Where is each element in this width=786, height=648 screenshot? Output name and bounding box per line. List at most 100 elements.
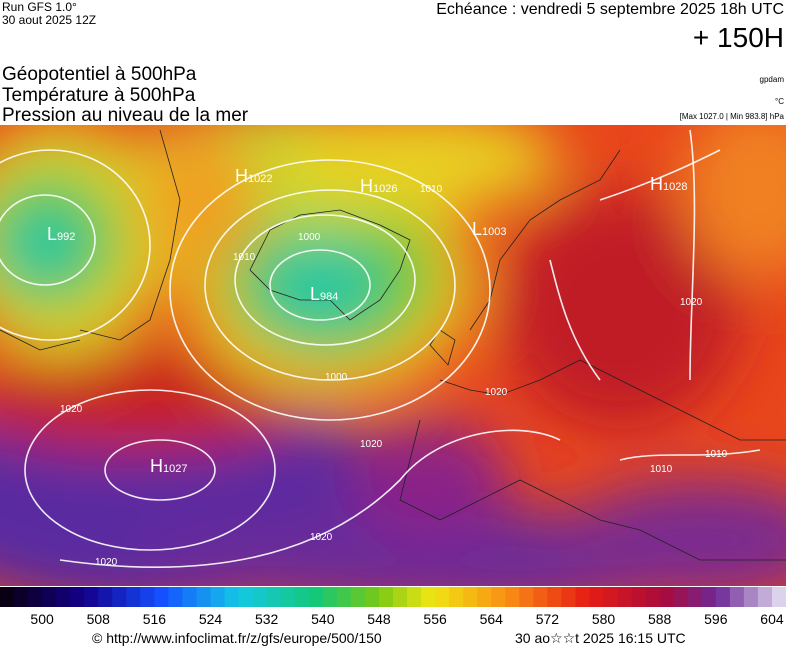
pressure-center: H1026 [360,176,397,196]
colorbar-cell [449,587,464,607]
field-title: Géopotentiel à 500hPa [2,64,197,85]
colorbar-cell [729,587,745,607]
pressure-center: H1028 [650,174,687,194]
center-value: 1003 [482,226,506,238]
colorbar-cell [617,587,633,607]
field-title: Température à 500hPa [2,85,196,106]
colorbar-cell [533,587,548,607]
colorbar-cell [280,587,296,607]
colorbar-cell [322,587,338,607]
isobar-label: 1010 [233,252,256,263]
colorbar-tick-label: 556 [423,611,447,627]
pressure-centers: L992 H1022 H1026 L984 L1003 H1028 H1027 [47,166,687,476]
run-date: 30 aout 2025 12Z [2,13,96,27]
colorbar-cell [575,587,590,607]
colorbar-cell [84,587,99,607]
colorbar-cell [350,587,366,607]
colorbar-cell [589,587,605,607]
colorbar-cell [196,587,212,607]
colorbar-cell [505,587,520,607]
colorbar-cell [519,587,534,607]
colorbar-cell [421,587,436,607]
valid-time: Echéance : vendredi 5 septembre 2025 18h… [436,1,784,18]
isobar-label: 1010 [650,464,673,475]
colorbar-cell [336,587,352,607]
center-letter: L [472,219,482,239]
colorbar-cell [0,587,15,607]
isobar-label: 1020 [360,439,383,450]
colorbar-cell [631,587,647,607]
colorbar-cell [393,587,408,607]
colorbar-cell [659,587,675,607]
header: Run GFS 1.0° 30 aout 2025 12Z Echéance :… [2,0,785,126]
colorbar-cell [294,587,310,607]
footer: © http://www.infoclimat.fr/z/gfs/europe/… [92,630,686,646]
colorbar-cell [168,587,183,607]
colorbar-tick-label: 564 [480,611,504,627]
colorbar-tick-label: 548 [367,611,391,627]
colorbar-cell [70,587,85,607]
colorbar-cell [252,587,268,607]
center-value: 1027 [163,463,187,475]
source: © http://www.infoclimat.fr/z/gfs/europe/… [92,630,382,646]
colorbar-cell [407,587,422,607]
pressure-center: L1003 [472,219,507,239]
center-letter: H [360,176,373,196]
colorbar-cell [266,587,282,607]
center-letter: H [150,456,163,476]
unit: °C [775,97,784,106]
isobar-label: 1010 [705,449,728,460]
colorbar-cell [42,587,57,607]
isobar-label: 1020 [310,532,333,543]
isobar-label: 1010 [420,184,443,195]
colorbar-cell [673,587,689,607]
center-value: 992 [57,231,75,243]
colorbar-cell [28,587,43,607]
center-letter: L [47,224,57,244]
colorbar-cell [140,587,155,607]
isobar-label: 1020 [680,297,703,308]
colorbar-cell [477,587,492,607]
colorbar-cell [463,587,478,607]
center-value: 1028 [663,181,687,193]
field-title: Pression au niveau de la mer [2,105,249,126]
center-value: 1026 [373,183,397,195]
colorbar-cell [224,587,240,607]
colorbar-cell [743,587,759,607]
center-letter: H [650,174,663,194]
colorbar-cell [14,587,29,607]
isobar-label: 1000 [325,372,348,383]
pressure-center: L984 [310,284,338,304]
colorbar-cell [603,587,619,607]
pressure-center: H1027 [150,456,187,476]
colorbar-tick-label: 508 [87,611,111,627]
colorbar-tick-label: 540 [311,611,335,627]
isobar-labels: 1000 1010 1020 1020 1020 1020 1010 1010 … [60,184,728,568]
map: 1000 1010 1020 1020 1020 1020 1010 1010 … [0,125,786,586]
colorbar-tick-label: 580 [592,611,616,627]
colorbar: 500 508 516 524 532 540 548 556 564 572 580 588 596 6… [0,587,786,627]
colorbar-cell [112,587,127,607]
center-value: 984 [320,291,338,303]
colorbar-cell [210,587,226,607]
pressure-center: H1022 [235,166,272,186]
colorbar-cell [378,587,394,607]
isobar-label: 1020 [60,404,83,415]
colorbar-tick-label: 500 [30,611,54,627]
colorbar-cell [98,587,113,607]
colorbar-tick-label: 572 [536,611,560,627]
colorbar-cell [56,587,71,607]
isobar-label: 1000 [298,232,321,243]
colorbar-cell [238,587,254,607]
unit: [Max 1027.0 | Min 983.8] hPa [680,112,785,121]
isobar-label: 1020 [485,387,508,398]
isobars [0,129,761,568]
center-value: 1022 [248,173,272,185]
colorbar-cell [757,587,773,607]
colorbar-tick-label: 516 [143,611,167,627]
colorbar-cell [771,587,786,607]
center-letter: L [310,284,320,304]
center-letter: H [235,166,248,186]
